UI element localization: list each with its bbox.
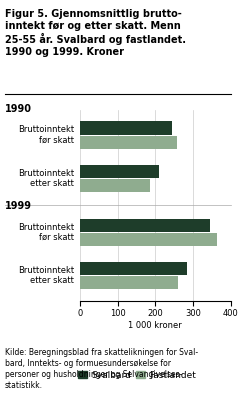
Bar (80, 276, 178, 290)
Bar (80, 219, 210, 232)
Text: Figur 5. Gjennomsnittlig brutto-
inntekt før og etter skatt. Menn
25-55 år. Sval: Figur 5. Gjennomsnittlig brutto- inntekt… (5, 9, 186, 57)
Legend: Svalbard, Fastlandet: Svalbard, Fastlandet (75, 367, 199, 383)
X-axis label: 1 000 kroner: 1 000 kroner (129, 321, 182, 330)
Bar (80, 165, 159, 178)
Text: Bruttoinntekt
før skatt: Bruttoinntekt før skatt (18, 223, 74, 242)
Bar (80, 179, 150, 192)
Bar (80, 136, 177, 149)
Text: Bruttoinntekt
etter skatt: Bruttoinntekt etter skatt (18, 266, 74, 286)
Bar (80, 121, 172, 135)
Text: 1999: 1999 (5, 201, 32, 211)
Bar (80, 262, 187, 275)
Text: Bruttoinntekt
før skatt: Bruttoinntekt før skatt (18, 125, 74, 145)
Text: Kilde: Beregningsblad fra skattelikningen for Sval-
bard, Inntekts- og formuesun: Kilde: Beregningsblad fra skattelikninge… (5, 348, 198, 390)
Text: 1990: 1990 (5, 104, 32, 114)
Text: Bruttoinntekt
etter skatt: Bruttoinntekt etter skatt (18, 169, 74, 188)
Bar (80, 233, 217, 246)
